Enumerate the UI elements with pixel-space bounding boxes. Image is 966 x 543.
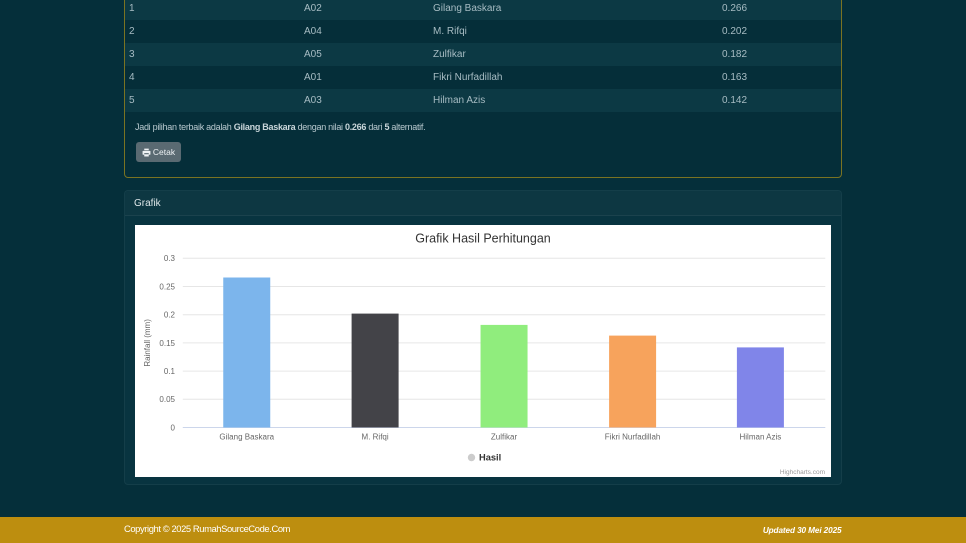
svg-text:Rainfall (mm): Rainfall (mm) xyxy=(143,319,152,367)
svg-text:0: 0 xyxy=(171,423,176,432)
svg-text:Fikri Nurfadillah: Fikri Nurfadillah xyxy=(605,433,661,442)
svg-text:Hasil: Hasil xyxy=(479,453,501,463)
svg-text:0.2: 0.2 xyxy=(164,311,176,320)
svg-text:Grafik Hasil Perhitungan: Grafik Hasil Perhitungan xyxy=(415,232,551,246)
svg-text:Hilman Azis: Hilman Azis xyxy=(740,433,782,442)
svg-text:Gilang Baskara: Gilang Baskara xyxy=(219,433,274,442)
svg-text:M. Rifqi: M. Rifqi xyxy=(362,433,389,442)
svg-text:0.3: 0.3 xyxy=(164,254,176,263)
svg-text:0.25: 0.25 xyxy=(159,282,175,291)
svg-text:Zulfikar: Zulfikar xyxy=(491,433,518,442)
svg-text:0.05: 0.05 xyxy=(159,395,175,404)
svg-text:Highcharts.com: Highcharts.com xyxy=(780,469,825,476)
svg-text:0.1: 0.1 xyxy=(164,367,176,376)
svg-text:0.15: 0.15 xyxy=(159,339,175,348)
